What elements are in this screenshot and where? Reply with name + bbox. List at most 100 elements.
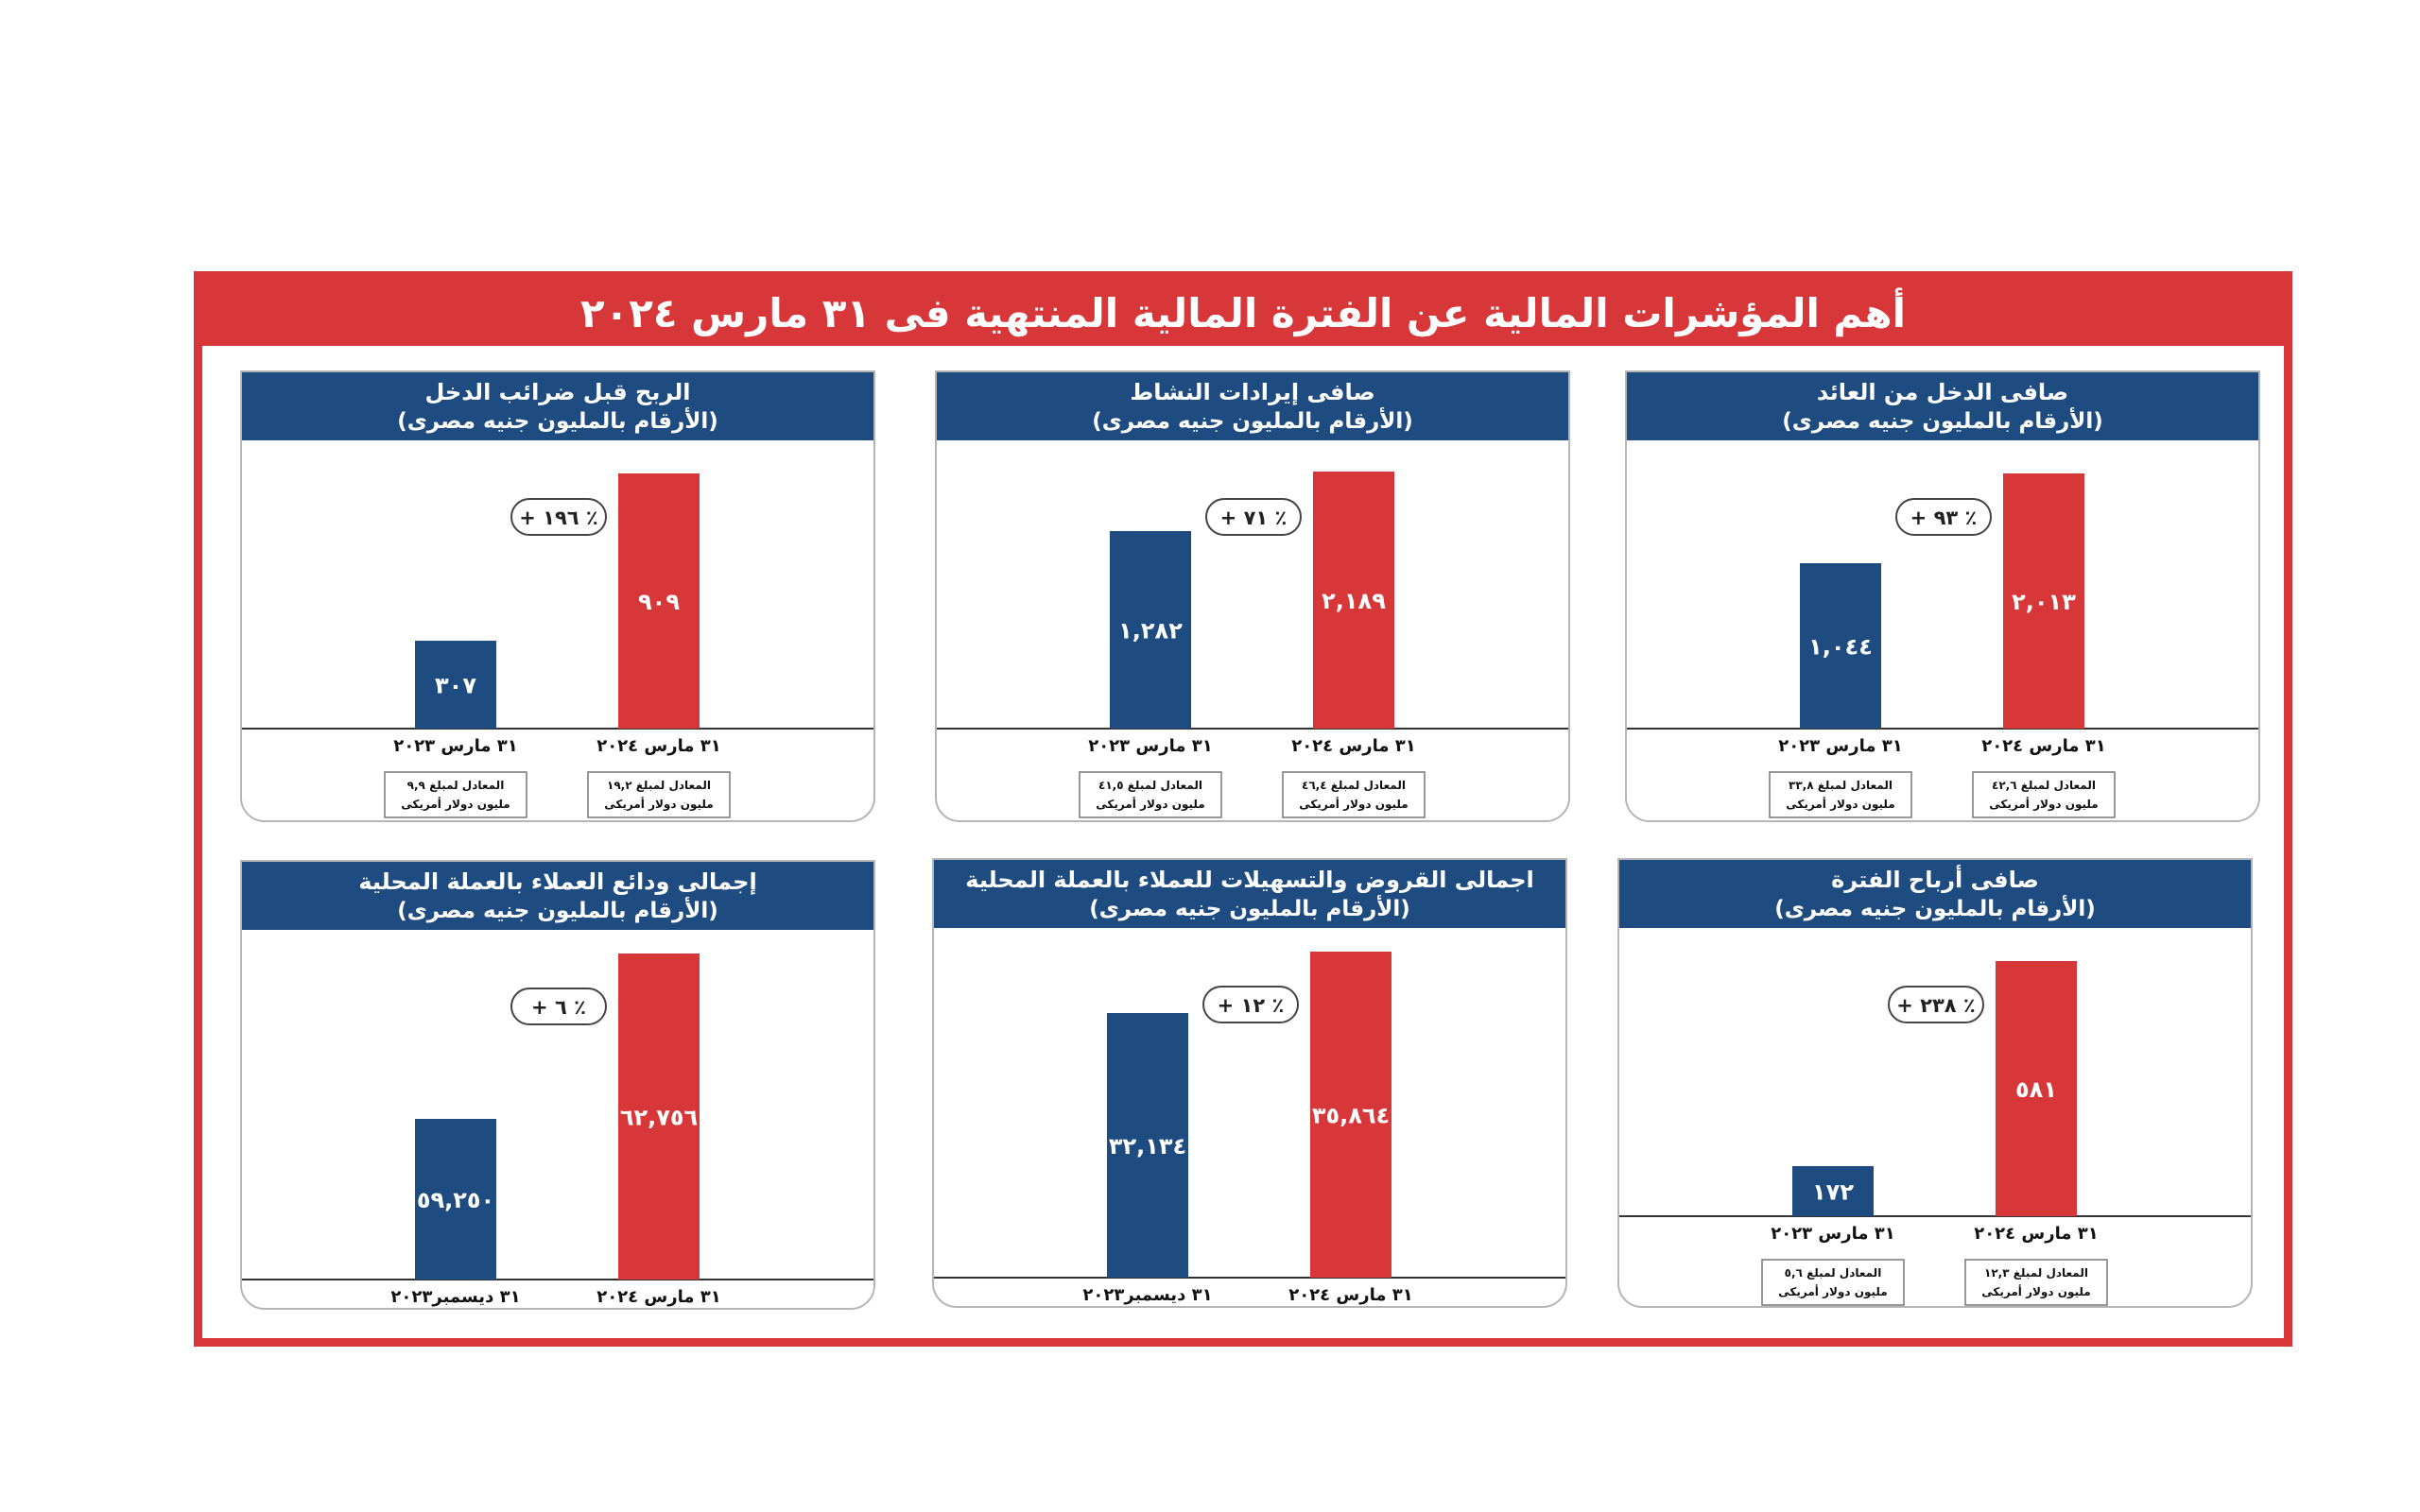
change-badge [1202,986,1299,1023]
category-label: ٣١ مارس ٢٠٢٣ [1088,736,1213,756]
chart-header: اجمالى القروض والتسهيلات للعملاء بالعملة… [934,860,1565,928]
chart-subtitle: (الأرقام بالمليون جنيه مصرى) [1782,408,2103,434]
data-label: ٥٨١ [2015,1076,2057,1103]
change-badge [1895,498,1992,536]
usd-equivalent-box [1964,1259,2108,1306]
usd-equivalent-amount: المعادل لمبلغ ٥,٦ [1785,1266,1882,1280]
usd-equivalent-unit: مليون دولار أمريكى [1299,797,1408,812]
usd-equivalent-amount: المعادل لمبلغ ٩,٩ [407,779,505,792]
bar-chart: ١,٢٨٢ ٣١ مارس ٢٠٢٣ ٢,١٨٩ ٣١ مارس ٢٠٢٤ + ٧١ ٪… [937,472,1568,818]
usd-equivalent-amount: المعادل لمبلغ ١٢,٣ [1984,1266,2088,1280]
usd-equivalent-box [1079,771,1222,818]
chart-panel: صافى الدخل من العائد (الأرقام بالمليون جن… [1625,370,2260,822]
data-label: ٣٥,٨٦٤ [1312,1103,1390,1129]
change-percent: + ١٢ ٪ [1218,994,1285,1017]
category-label: ٣١ ديسمبر٢٠٢٣ [1082,1285,1212,1305]
change-badge [1205,498,1302,536]
usd-equivalent-unit: مليون دولار أمريكى [1981,1284,2090,1299]
change-badge [1888,986,1984,1023]
chart-subtitle: (الأرقام بالمليون جنيه مصرى) [1089,896,1410,921]
bar-chart: ٥٩,٢٥٠ ٣١ ديسمبر٢٠٢٣ ٦٢,٧٥٦ ٣١ مارس ٢٠٢٤ + ٦… [242,954,873,1307]
data-label: ١,٢٨٢ [1118,618,1183,644]
bar-prior-period [1792,1166,1874,1216]
main-title: أهم المؤشرات المالية عن الفترة المالية ا… [202,280,2284,346]
category-label: ٣١ مارس ٢٠٢٣ [1778,736,1903,756]
chart-header: إجمالى ودائع العملاء بالعملة المحلية (الأ… [242,862,873,930]
bar-prior-period [1107,1013,1188,1278]
report-frame: أهم المؤشرات المالية عن الفترة المالية ا… [194,271,2292,1347]
chart-panel: صافى أرباح الفترة (الأرقام بالمليون جنيه … [1617,858,2253,1308]
data-label: ٥٩,٢٥٠ [417,1187,494,1213]
data-label: ٣٠٧ [435,673,476,699]
chart-title: إجمالى ودائع العملاء بالعملة المحلية [358,868,757,895]
usd-equivalent-amount: المعادل لمبلغ ٣٣,٨ [1789,779,1893,792]
data-label: ٢,٠١٣ [2012,589,2076,615]
usd-equivalent-amount: المعادل لمبلغ ٤٢,٦ [1992,779,2096,792]
usd-equivalent-box [1282,771,1426,818]
bar-current-period [618,473,700,729]
bar-current-period [1310,952,1392,1278]
data-label: ١,٠٤٤ [1808,634,1873,661]
chart-title: اجمالى القروض والتسهيلات للعملاء بالعملة… [965,866,1534,893]
data-label: ١٧٢ [1812,1179,1854,1206]
usd-equivalent-box [1761,1259,1905,1306]
category-label: ٣١ مارس ٢٠٢٣ [1771,1224,1895,1244]
category-label: ٣١ مارس ٢٠٢٤ [596,736,721,756]
usd-equivalent-box [1972,771,2116,818]
change-percent: + ٧١ ٪ [1220,507,1288,529]
usd-equivalent-unit: مليون دولار أمريكى [401,797,510,812]
usd-equivalent-unit: مليون دولار أمريكى [604,797,713,812]
change-percent: + ٩٣ ٪ [1910,507,1978,529]
bar-current-period [618,954,700,1280]
bar-current-period [1996,961,2077,1216]
usd-equivalent-box [1769,771,1912,818]
chart-header: صافى أرباح الفترة (الأرقام بالمليون جنيه … [1619,860,2251,928]
usd-equivalent-unit: مليون دولار أمريكى [1786,797,1894,812]
change-badge [510,498,607,536]
usd-equivalent-amount: المعادل لمبلغ ١٩,٢ [607,779,711,792]
bar-prior-period [1800,563,1881,729]
chart-panel: اجمالى القروض والتسهيلات للعملاء بالعملة… [932,858,1567,1308]
usd-equivalent-unit: مليون دولار أمريكى [1778,1284,1887,1299]
bar-chart: ١,٠٤٤ ٣١ مارس ٢٠٢٣ ٢,٠١٣ ٣١ مارس ٢٠٢٤ + ٩٣ ٪… [1627,473,2258,818]
chart-header: صافى إيرادات النشاط (الأرقام بالمليون جني… [937,372,1568,440]
bar-prior-period [415,641,496,729]
data-label: ٣٢,١٣٤ [1109,1133,1186,1160]
chart-panel: صافى إيرادات النشاط (الأرقام بالمليون جني… [935,370,1570,822]
category-label: ٣١ مارس ٢٠٢٤ [1288,1285,1413,1305]
bar-current-period [1313,472,1394,729]
chart-title: صافى أرباح الفترة [1831,866,2039,893]
category-label: ٣١ ديسمبر٢٠٢٣ [390,1287,520,1307]
change-percent: + ١٩٦ ٪ [519,507,598,529]
bar-prior-period [1110,531,1191,729]
chart-subtitle: (الأرقام بالمليون جنيه مصرى) [1092,408,1413,434]
bar-chart: ٣٢,١٣٤ ٣١ ديسمبر٢٠٢٣ ٣٥,٨٦٤ ٣١ مارس ٢٠٢٤ + ١… [934,952,1565,1305]
usd-equivalent-unit: مليون دولار أمريكى [1096,797,1204,812]
chart-title: الربح قبل ضرائب الدخل [424,378,691,405]
usd-equivalent-box [587,771,731,818]
category-label: ٣١ مارس ٢٠٢٤ [1974,1224,2099,1244]
chart-header: الربح قبل ضرائب الدخل (الأرقام بالمليون ج… [242,372,873,440]
bar-prior-period [415,1119,496,1280]
chart-title: صافى إيرادات النشاط [1130,378,1375,405]
bar-current-period [2003,473,2084,729]
category-label: ٣١ مارس ٢٠٢٤ [1981,736,2106,756]
chart-subtitle: (الأرقام بالمليون جنيه مصرى) [397,898,718,923]
data-label: ٦٢,٧٥٦ [620,1105,698,1131]
data-label: ٩٠٩ [638,589,680,615]
chart-title: صافى الدخل من العائد [1816,378,2069,405]
usd-equivalent-unit: مليون دولار أمريكى [1989,797,2098,812]
usd-equivalent-amount: المعادل لمبلغ ٤٦,٤ [1302,779,1406,792]
bar-chart: ٣٠٧ ٣١ مارس ٢٠٢٣ ٩٠٩ ٣١ مارس ٢٠٢٤ + ١٩٦ ٪ الم… [242,473,873,818]
category-label: ٣١ مارس ٢٠٢٤ [1291,736,1416,756]
data-label: ٢,١٨٩ [1322,588,1386,614]
chart-panel: الربح قبل ضرائب الدخل (الأرقام بالمليون ج… [240,370,875,822]
chart-subtitle: (الأرقام بالمليون جنيه مصرى) [1774,896,2096,921]
chart-subtitle: (الأرقام بالمليون جنيه مصرى) [397,408,718,434]
usd-equivalent-amount: المعادل لمبلغ ٤١,٥ [1098,779,1202,792]
category-label: ٣١ مارس ٢٠٢٤ [596,1287,721,1307]
change-percent: + ٢٣٨ ٪ [1896,994,1976,1017]
chart-header: صافى الدخل من العائد (الأرقام بالمليون جن… [1627,372,2258,440]
change-percent: + ٦ ٪ [531,996,586,1019]
category-label: ٣١ مارس ٢٠٢٣ [393,736,518,756]
